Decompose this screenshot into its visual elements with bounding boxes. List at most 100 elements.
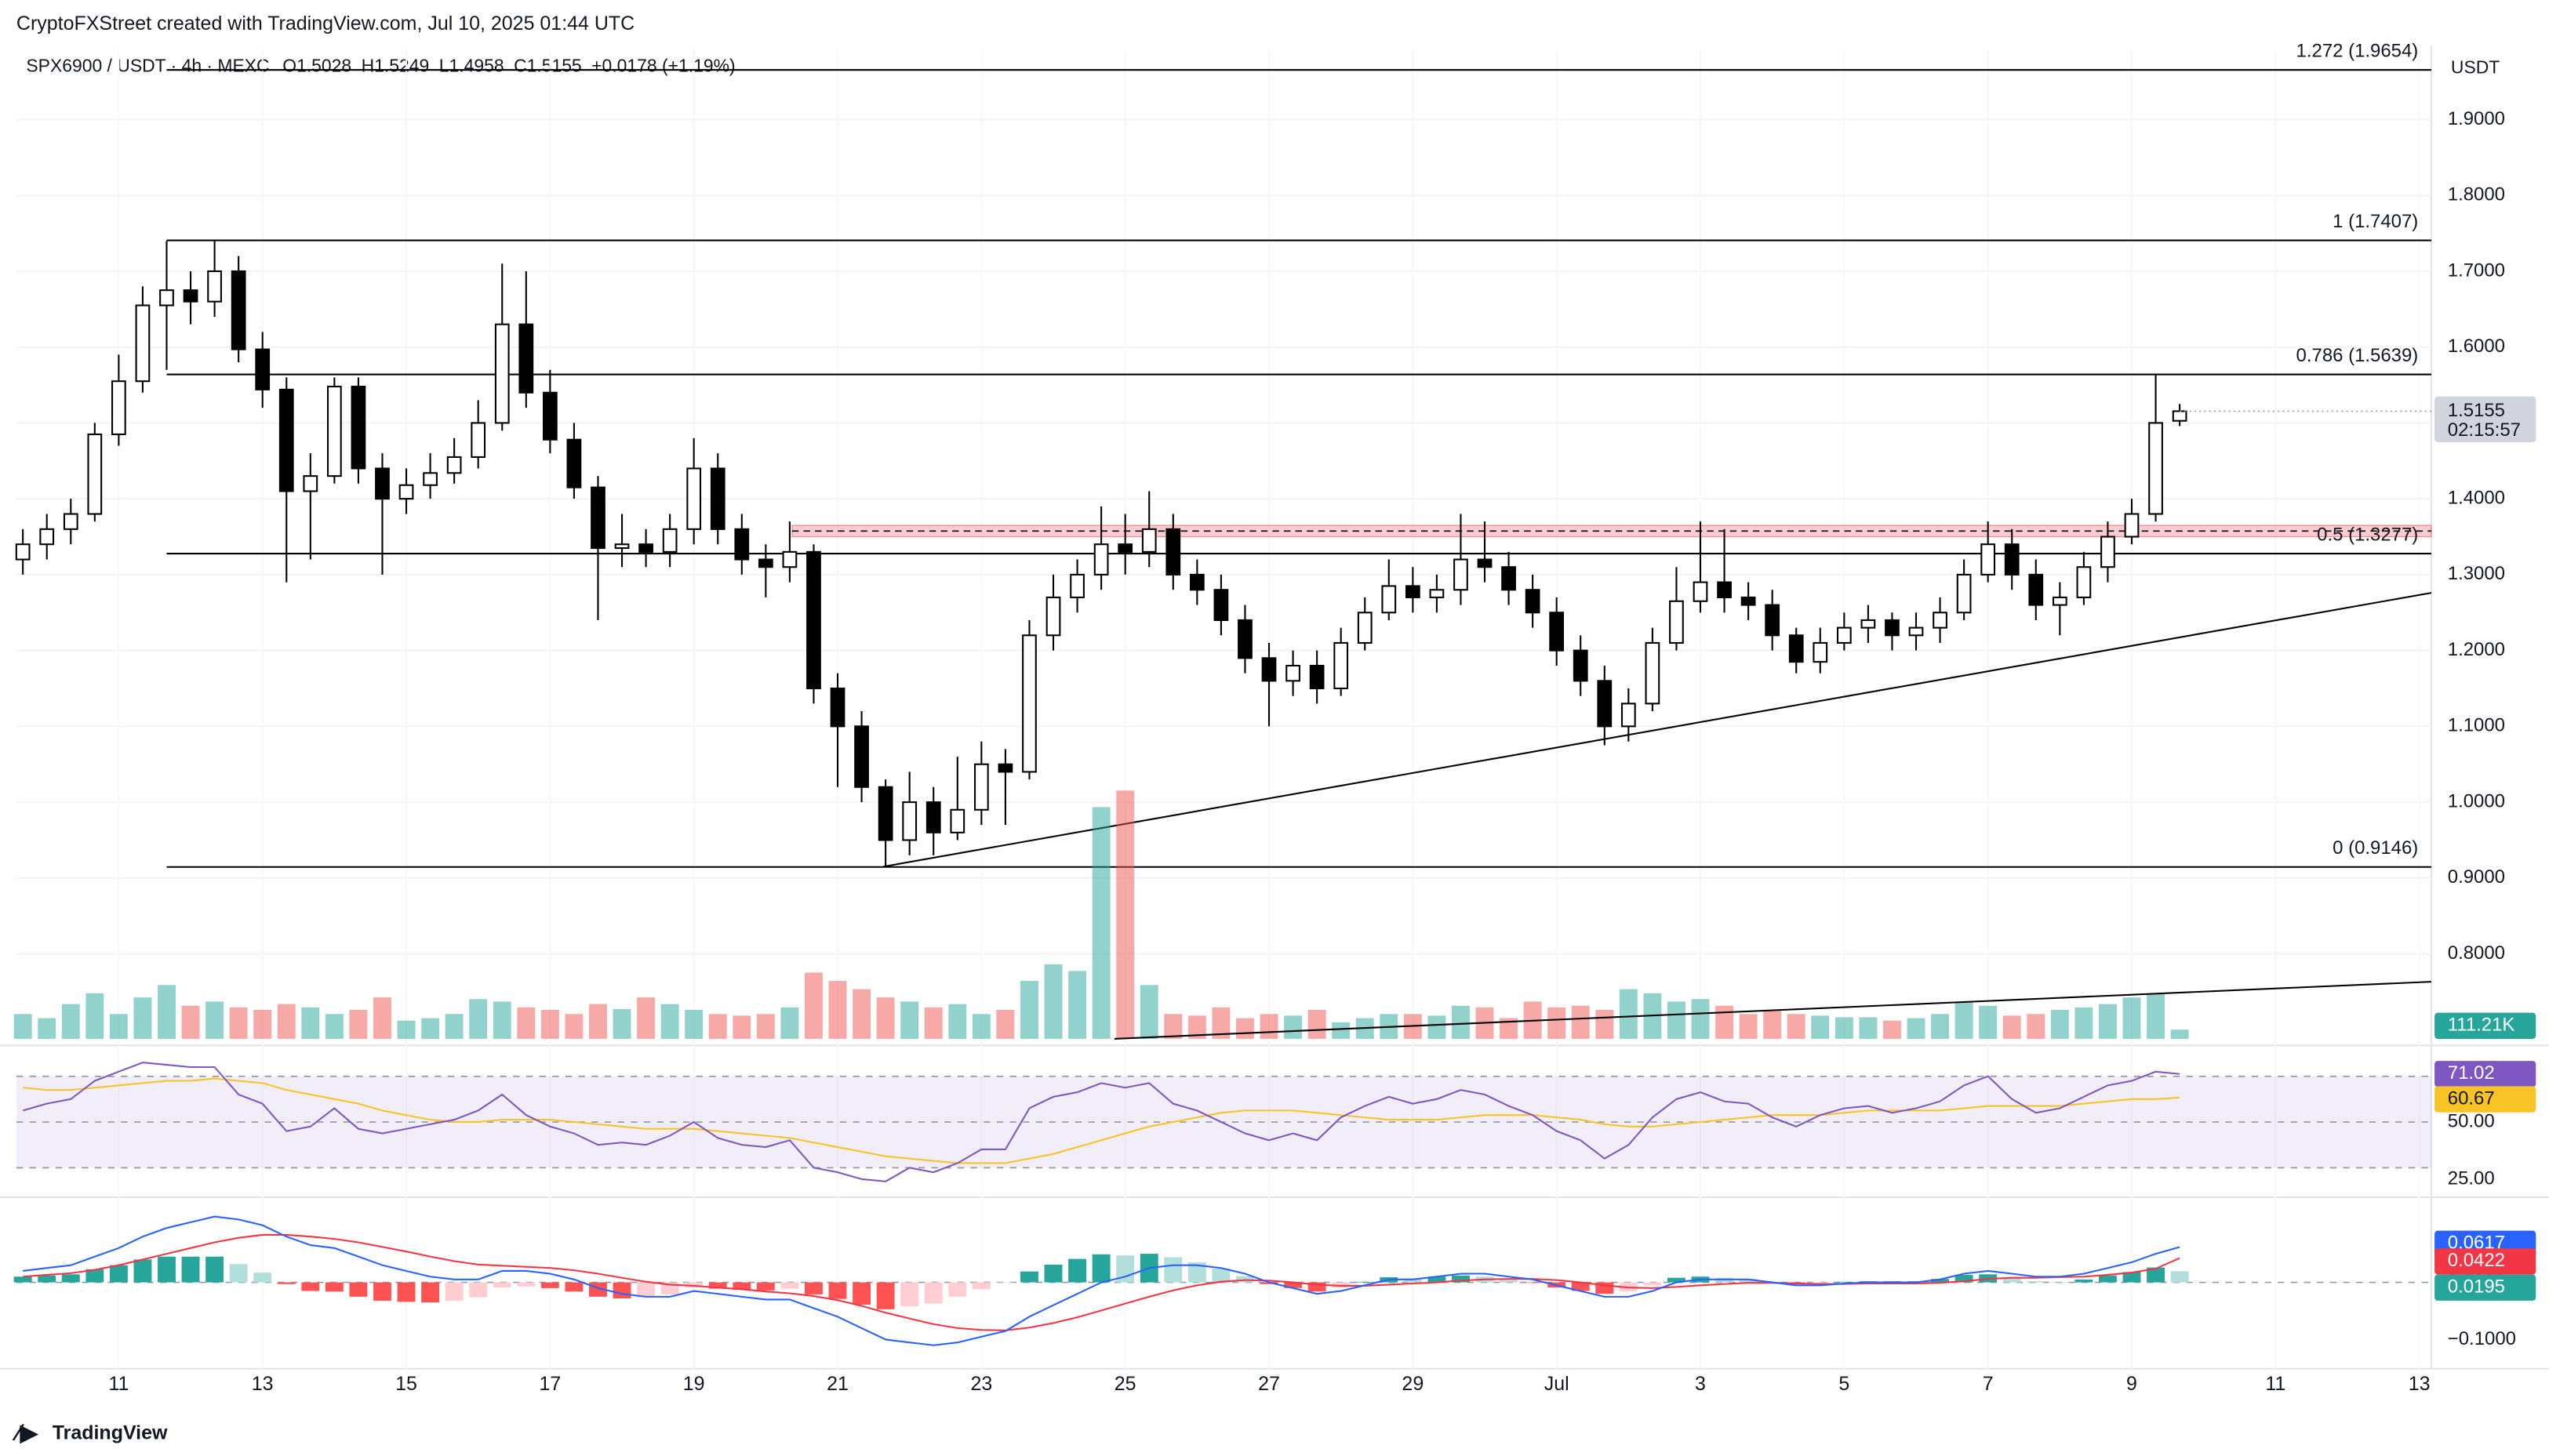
candle-body bbox=[15, 543, 31, 561]
volume-bar bbox=[373, 997, 391, 1039]
macd-histogram-bar bbox=[493, 1282, 511, 1288]
macd-histogram-bar bbox=[853, 1282, 871, 1305]
rsi-badge-bg bbox=[2434, 1061, 2536, 1087]
x-tick-label: 15 bbox=[395, 1373, 417, 1395]
volume-bar bbox=[1116, 790, 1135, 1039]
candle-body bbox=[2052, 596, 2067, 606]
x-tick-label: 17 bbox=[539, 1373, 561, 1395]
candle-body bbox=[566, 438, 582, 488]
candle-body bbox=[1405, 585, 1420, 598]
candle-body bbox=[591, 486, 605, 550]
y-tick-label: 1.4000 bbox=[2448, 487, 2505, 508]
volume-bar bbox=[805, 972, 823, 1039]
candle-body bbox=[662, 528, 678, 553]
macd-histogram-bar bbox=[972, 1282, 991, 1290]
candle-body bbox=[1238, 619, 1253, 659]
candle-body bbox=[446, 456, 462, 474]
macd-histogram-bar bbox=[2074, 1279, 2093, 1283]
candle-body bbox=[710, 467, 725, 530]
volume-bar bbox=[1140, 985, 1158, 1039]
macd-histogram-bar bbox=[1500, 1280, 1518, 1283]
macd-histogram-bar bbox=[924, 1282, 943, 1304]
volume-bar bbox=[853, 989, 871, 1039]
volume-badge-bg bbox=[2434, 1012, 2536, 1039]
candle-body bbox=[1765, 604, 1780, 637]
volume-bar bbox=[2147, 993, 2165, 1039]
volume-bar bbox=[540, 1009, 559, 1039]
candle-body bbox=[734, 528, 750, 561]
volume-bar bbox=[253, 1009, 272, 1039]
x-tick-label: 9 bbox=[2126, 1373, 2137, 1395]
volume-bar bbox=[996, 1009, 1015, 1039]
volume-bar bbox=[828, 981, 847, 1039]
candle-body bbox=[1045, 596, 1061, 637]
macd-histogram-bar bbox=[1068, 1258, 1087, 1283]
candle-body bbox=[1980, 543, 1996, 576]
macd-histogram-bar bbox=[253, 1273, 272, 1283]
volume-bar bbox=[1715, 1005, 1734, 1039]
macd-histogram-bar bbox=[13, 1276, 32, 1283]
x-tick-label: 21 bbox=[827, 1373, 849, 1395]
volume-bar bbox=[1763, 1009, 1782, 1039]
volume-bar bbox=[924, 1007, 943, 1039]
volume-bar bbox=[900, 1001, 919, 1039]
candle-body bbox=[375, 467, 390, 500]
volume-bar bbox=[637, 997, 656, 1039]
candle-body bbox=[1093, 543, 1109, 576]
candle-body bbox=[2076, 566, 2092, 598]
volume-bar bbox=[708, 1014, 727, 1039]
candle-body bbox=[303, 475, 318, 492]
candle-body bbox=[326, 385, 342, 477]
volume-bar bbox=[277, 1004, 296, 1039]
macd-histogram-bar bbox=[733, 1282, 751, 1291]
volume-bar bbox=[1427, 1015, 1446, 1039]
macd-histogram-bar bbox=[181, 1256, 200, 1283]
candle-body bbox=[2004, 543, 2020, 576]
volume-trendline bbox=[1114, 981, 2431, 1040]
candle-body bbox=[1813, 641, 1828, 663]
volume-bar bbox=[1907, 1018, 1925, 1039]
candle-body bbox=[2172, 410, 2187, 422]
candle-body bbox=[2100, 536, 2115, 568]
candle-body bbox=[1189, 573, 1205, 591]
macd-histogram-bar bbox=[1355, 1281, 1374, 1283]
candle-body bbox=[398, 484, 414, 500]
macd-histogram-bar bbox=[517, 1282, 536, 1287]
candle-body bbox=[1165, 528, 1181, 576]
y-tick-label: 0.9000 bbox=[2448, 866, 2505, 888]
candle-body bbox=[1956, 573, 1972, 614]
candle-body bbox=[950, 808, 965, 833]
x-tick-label: 7 bbox=[1983, 1373, 1994, 1395]
volume-bar bbox=[445, 1014, 464, 1039]
candle-body bbox=[1669, 600, 1684, 644]
volume-bar bbox=[1092, 807, 1111, 1039]
volume-bar bbox=[397, 1020, 416, 1039]
volume-bar bbox=[349, 1009, 368, 1039]
rsi-ma-badge-bg bbox=[2434, 1086, 2536, 1113]
volume-bar bbox=[2122, 997, 2141, 1039]
volume-bar bbox=[565, 1014, 584, 1039]
volume-bar bbox=[1859, 1017, 1878, 1039]
candle-body bbox=[830, 687, 845, 728]
volume-bar bbox=[421, 1018, 440, 1039]
macd-histogram-bar bbox=[948, 1282, 967, 1297]
macd-histogram-bar bbox=[445, 1282, 464, 1301]
volume-bar bbox=[1236, 1018, 1254, 1039]
candle-body bbox=[854, 725, 869, 788]
macd-line bbox=[23, 1215, 2180, 1346]
candle-body bbox=[902, 801, 918, 841]
macd-histogram-bar bbox=[61, 1274, 80, 1283]
candle-body bbox=[207, 270, 222, 303]
candle-body bbox=[614, 543, 630, 550]
y-tick-label: 1.0000 bbox=[2448, 790, 2505, 812]
volume-bar bbox=[13, 1014, 32, 1039]
volume-bar bbox=[589, 1004, 607, 1039]
volume-bar bbox=[493, 1001, 511, 1039]
volume-bar bbox=[1164, 1014, 1183, 1039]
macd-histogram-bar bbox=[1403, 1278, 1422, 1283]
y-tick-label: 1.2000 bbox=[2448, 639, 2505, 660]
candle-body bbox=[1070, 573, 1085, 598]
candle-body bbox=[1908, 626, 1924, 637]
header: CryptoFXStreet created with TradingView.… bbox=[16, 13, 635, 34]
